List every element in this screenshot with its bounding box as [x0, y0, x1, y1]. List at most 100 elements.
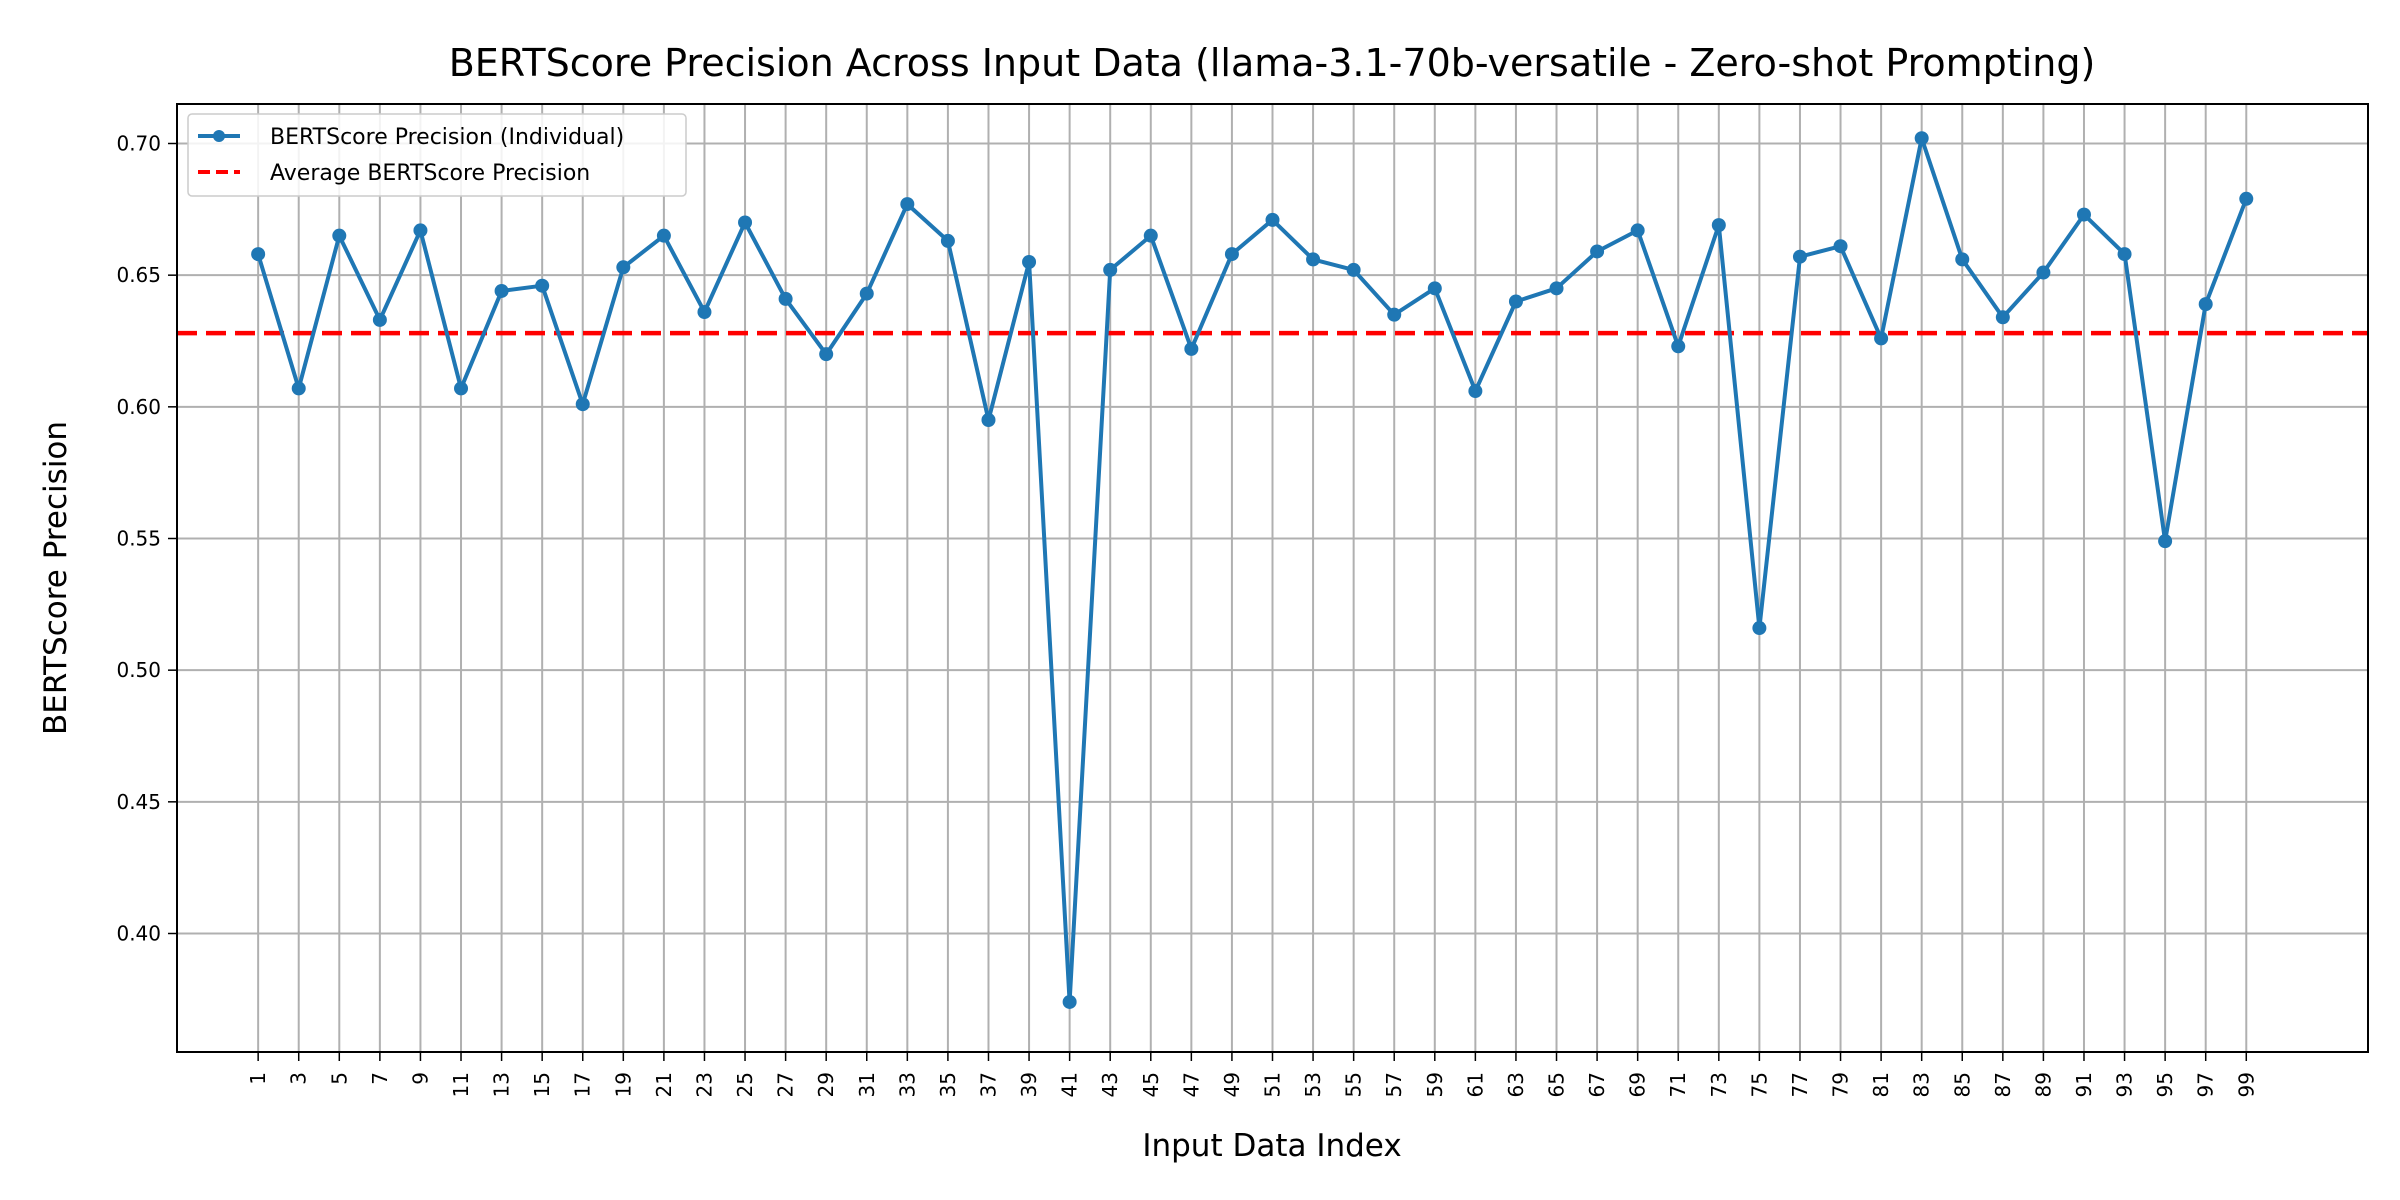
- data-point: [2117, 247, 2132, 262]
- x-tick-label: 9: [408, 1072, 432, 1085]
- series-line-individual: [256, 136, 2249, 1004]
- x-tick-label: 85: [1950, 1072, 1974, 1097]
- data-point: [1346, 262, 1361, 277]
- x-tick-label: 33: [895, 1072, 919, 1097]
- series-layer: [251, 131, 2254, 1009]
- y-tick-label: 0.60: [116, 395, 161, 419]
- x-axis-label: Input Data Index: [1142, 1128, 1401, 1164]
- x-tick-label: 79: [1829, 1072, 1853, 1097]
- x-tick-label: 87: [1991, 1072, 2015, 1097]
- x-tick-label: 7: [368, 1072, 392, 1085]
- data-point: [819, 347, 834, 362]
- x-tick-label: 61: [1463, 1072, 1487, 1097]
- data-point: [1752, 621, 1767, 636]
- y-tick-label: 0.50: [116, 658, 161, 682]
- data-point: [1874, 331, 1889, 346]
- x-tick-label: 35: [936, 1072, 960, 1097]
- x-tick-label: 69: [1626, 1072, 1650, 1097]
- data-point: [413, 223, 428, 238]
- data-point: [372, 312, 387, 327]
- x-tick-label: 45: [1139, 1072, 1163, 1097]
- y-tick-layer: 0.40 0.45 0.50 0.55 0.60 0.65 0.70: [116, 132, 177, 946]
- x-tick-label: 27: [774, 1072, 798, 1097]
- data-point: [697, 305, 712, 320]
- data-point: [859, 286, 874, 301]
- data-point: [1143, 228, 1158, 243]
- data-point: [535, 278, 550, 293]
- data-point: [2239, 191, 2254, 206]
- data-point: [291, 381, 306, 396]
- x-tick-layer: 1 3 5 7 9 11 13 15 17 19 21 23 25 27 29 31 33 35 37 39 41 43 4…: [246, 1052, 2258, 1097]
- x-tick-label: 17: [571, 1072, 595, 1097]
- y-tick-label: 0.45: [116, 790, 161, 814]
- x-tick-label: 3: [287, 1072, 311, 1085]
- y-tick-label: 0.70: [116, 132, 161, 156]
- data-point: [1306, 252, 1321, 267]
- data-point: [1103, 262, 1118, 277]
- x-tick-label: 97: [2194, 1072, 2218, 1097]
- legend-box: [187, 113, 687, 197]
- data-point: [656, 228, 671, 243]
- grid-layer: [177, 104, 2368, 1052]
- x-tick-label: 25: [733, 1072, 757, 1097]
- x-tick-label: 57: [1382, 1072, 1406, 1097]
- data-point: [251, 247, 266, 262]
- data-point: [494, 283, 509, 298]
- x-tick-label: 99: [2234, 1072, 2258, 1097]
- x-tick-label: 11: [449, 1072, 473, 1097]
- data-point: [900, 197, 915, 212]
- data-point: [1387, 307, 1402, 322]
- x-tick-label: 15: [530, 1072, 554, 1097]
- x-tick-label: 65: [1545, 1072, 1569, 1097]
- x-tick-label: 55: [1342, 1072, 1366, 1097]
- data-point: [1549, 281, 1564, 296]
- x-tick-label: 43: [1098, 1072, 1122, 1097]
- y-tick-label: 0.65: [116, 263, 161, 287]
- x-tick-label: 47: [1179, 1072, 1203, 1097]
- data-point: [1224, 247, 1239, 262]
- x-tick-label: 49: [1220, 1072, 1244, 1097]
- data-point: [2158, 534, 2173, 549]
- data-point: [1792, 249, 1807, 264]
- data-point: [1508, 294, 1523, 309]
- x-tick-label: 23: [692, 1072, 716, 1097]
- data-point: [1022, 255, 1037, 269]
- chart-title: BERTScore Precision Across Input Data (l…: [449, 41, 2096, 85]
- x-tick-label: 39: [1017, 1072, 1041, 1097]
- x-tick-label: 71: [1666, 1072, 1690, 1097]
- data-point: [738, 215, 753, 230]
- data-point: [1427, 281, 1442, 296]
- x-tick-label: 1: [246, 1072, 270, 1085]
- legend: BERTScore Precision (Individual) Average…: [187, 113, 687, 197]
- data-point: [2198, 297, 2213, 312]
- x-tick-label: 51: [1261, 1072, 1285, 1097]
- data-point: [1711, 218, 1726, 233]
- legend-marker-individual: [213, 130, 225, 142]
- data-point: [1590, 244, 1605, 259]
- data-point: [1630, 223, 1645, 238]
- x-tick-label: 53: [1301, 1072, 1325, 1097]
- x-tick-label: 89: [2031, 1072, 2055, 1097]
- x-tick-label: 81: [1869, 1072, 1893, 1097]
- x-tick-label: 83: [1910, 1072, 1934, 1097]
- y-tick-label: 0.40: [116, 922, 161, 946]
- data-point: [1671, 339, 1686, 354]
- x-tick-label: 95: [2153, 1072, 2177, 1097]
- x-tick-label: 37: [976, 1072, 1000, 1097]
- data-point: [616, 260, 631, 275]
- x-tick-label: 73: [1707, 1072, 1731, 1097]
- x-tick-label: 5: [327, 1072, 351, 1085]
- x-tick-label: 13: [490, 1072, 514, 1097]
- x-tick-label: 77: [1788, 1072, 1812, 1097]
- data-point: [778, 291, 793, 306]
- data-point: [454, 381, 469, 396]
- x-tick-label: 41: [1058, 1072, 1082, 1097]
- data-point: [1265, 212, 1280, 227]
- x-tick-label: 19: [611, 1072, 635, 1097]
- data-point: [2036, 265, 2051, 280]
- x-tick-label: 91: [2072, 1072, 2096, 1097]
- data-point: [1914, 131, 1929, 146]
- x-tick-label: 63: [1504, 1072, 1528, 1097]
